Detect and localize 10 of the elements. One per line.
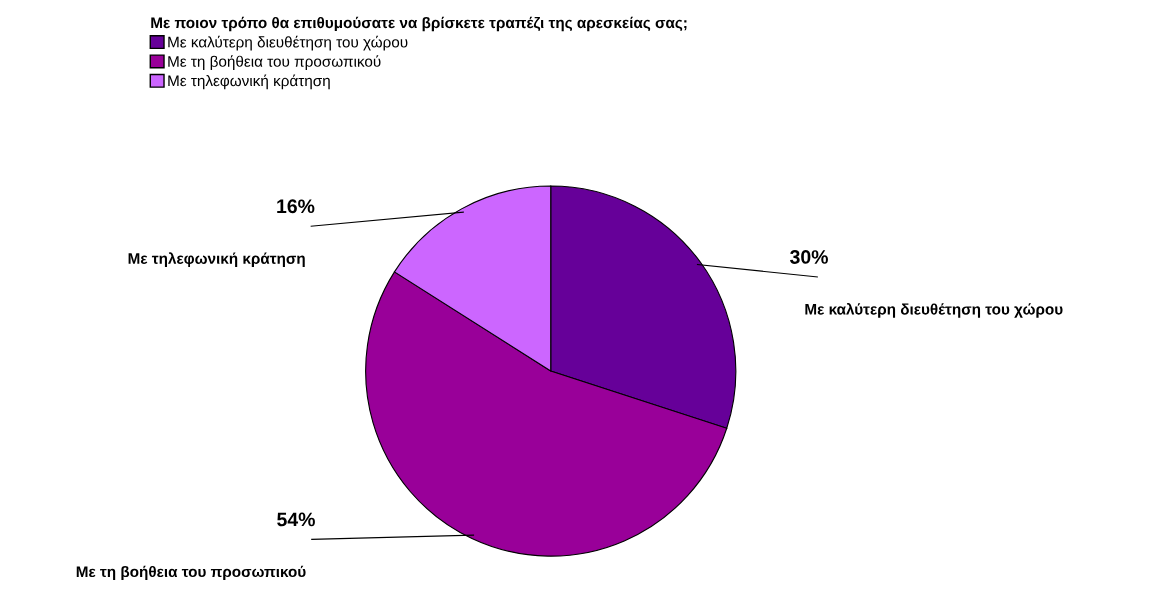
legend-label: Με τηλεφωνική κράτηση <box>168 74 330 90</box>
slice-label: Με καλύτερη διευθέτηση του χώρου <box>805 303 1063 318</box>
data-label: 30% <box>790 250 828 264</box>
legend-title: Με ποιον τρόπο θα επιθυμούσατε να βρίσκετε τραπέζι της αρεσκείας σας; <box>151 16 687 32</box>
slice-label: Με τη βοήθεια του προσωπικού <box>76 565 306 581</box>
data-label: 54% <box>277 512 315 527</box>
data-label: 16% <box>277 199 315 214</box>
legend-label: Με καλύτερη διευθέτηση του χώρου <box>168 35 408 51</box>
category-label: Με τηλεφωνική κράτηση <box>128 252 305 267</box>
legend-label: Με τη βοήθεια του προσωπικού <box>168 55 381 70</box>
